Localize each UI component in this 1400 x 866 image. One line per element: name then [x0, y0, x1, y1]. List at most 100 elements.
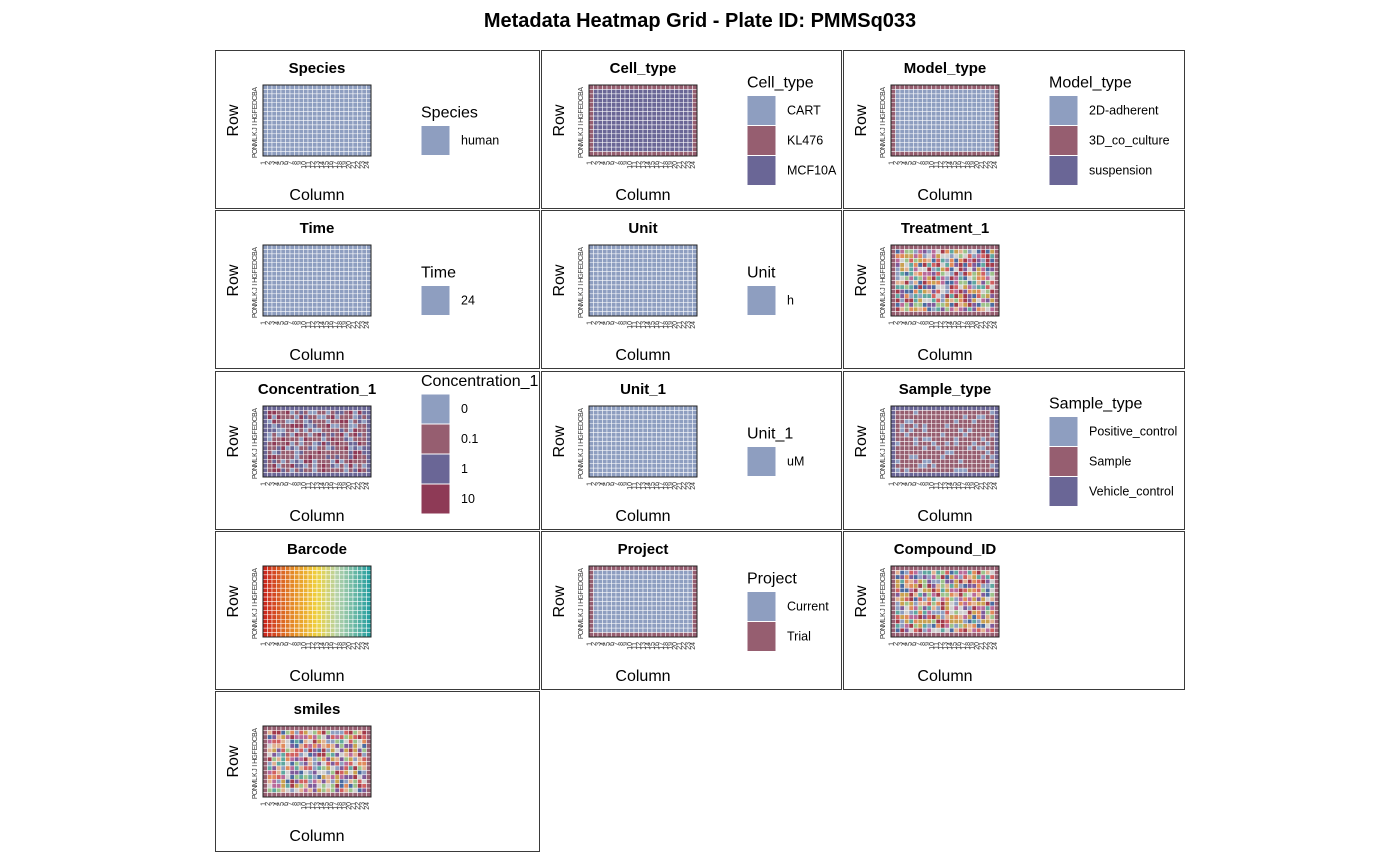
heatmap-frame: [890, 405, 1000, 478]
well-A13: [642, 565, 648, 571]
well-A12: [312, 84, 318, 90]
well-F6: [285, 106, 291, 112]
well-O4: [276, 306, 282, 312]
well-L23: [687, 454, 693, 460]
well-O4: [276, 146, 282, 152]
well-O9: [926, 306, 932, 312]
well-I13: [944, 120, 950, 126]
well-M24: [994, 459, 1000, 464]
well-N14: [949, 463, 955, 469]
well-B8: [620, 570, 626, 576]
well-N16: [330, 142, 336, 148]
well-E20: [348, 102, 354, 108]
well-P5: [280, 632, 286, 638]
column-tick-label: 1: [888, 482, 895, 486]
well-P14: [949, 472, 955, 478]
well-B18: [339, 410, 345, 416]
well-C6: [285, 253, 291, 259]
well-E21: [980, 423, 986, 429]
well-D3: [899, 579, 905, 585]
well-N10: [303, 463, 309, 469]
well-E16: [656, 423, 662, 429]
well-B5: [606, 89, 612, 95]
well-C11: [935, 414, 941, 420]
well-J18: [665, 445, 671, 451]
well-H16: [330, 596, 336, 602]
well-O24: [994, 306, 1000, 312]
row-tick-label: O: [578, 148, 585, 154]
well-A8: [620, 244, 626, 250]
well-G10: [303, 432, 309, 438]
well-O22: [683, 306, 689, 312]
row-tick-label: L: [252, 457, 259, 461]
well-M3: [899, 138, 905, 143]
well-A19: [971, 244, 977, 250]
well-E4: [276, 423, 282, 429]
well-B5: [606, 249, 612, 255]
well-I2: [895, 280, 901, 286]
well-I24: [692, 280, 698, 286]
well-N14: [949, 142, 955, 148]
well-G9: [298, 271, 304, 277]
well-I22: [357, 280, 363, 286]
well-H21: [678, 596, 684, 602]
well-B4: [602, 89, 608, 95]
well-G20: [348, 271, 354, 277]
well-J18: [967, 284, 973, 290]
well-E4: [602, 583, 608, 589]
well-O15: [325, 467, 331, 473]
well-F18: [665, 266, 671, 272]
well-O24: [994, 467, 1000, 473]
well-N12: [312, 623, 318, 629]
well-A21: [678, 84, 684, 90]
well-P21: [678, 151, 684, 157]
well-G5: [606, 592, 612, 598]
well-L17: [334, 454, 340, 460]
well-O22: [357, 306, 363, 312]
well-L7: [289, 614, 295, 620]
well-E14: [321, 262, 327, 268]
well-H16: [958, 436, 964, 442]
well-A12: [638, 405, 644, 411]
well-A1: [890, 405, 896, 411]
well-N19: [669, 463, 675, 469]
well-P2: [593, 311, 599, 317]
well-P24: [994, 151, 1000, 157]
column-tick-label: 12: [310, 321, 317, 329]
well-P19: [669, 311, 675, 317]
well-F17: [334, 266, 340, 272]
well-F22: [683, 106, 689, 112]
well-N12: [638, 623, 644, 629]
column-tick-label: 2: [591, 482, 598, 486]
well-F24: [994, 266, 1000, 272]
well-C1: [588, 253, 594, 259]
well-F19: [669, 587, 675, 593]
well-P17: [962, 151, 968, 157]
well-G17: [334, 111, 340, 117]
well-B21: [678, 249, 684, 255]
heatmap-cells: [588, 244, 698, 317]
well-F12: [638, 427, 644, 433]
well-L4: [602, 614, 608, 620]
well-E1: [262, 583, 268, 589]
well-H21: [352, 436, 358, 442]
well-B3: [271, 89, 277, 95]
well-E9: [926, 423, 932, 429]
well-B22: [683, 89, 689, 95]
column-tick-label: 15: [951, 321, 958, 329]
well-D19: [669, 98, 675, 104]
well-N16: [958, 142, 964, 148]
well-K17: [334, 610, 340, 616]
well-K6: [285, 289, 291, 295]
well-P5: [606, 151, 612, 157]
well-D15: [651, 98, 657, 104]
well-B22: [985, 410, 991, 416]
well-F18: [339, 106, 345, 112]
row-tick-label: D: [578, 581, 585, 586]
well-O21: [678, 627, 684, 633]
well-L18: [967, 293, 973, 299]
well-H8: [294, 115, 300, 121]
well-H3: [899, 275, 905, 281]
well-B8: [922, 570, 928, 576]
well-P9: [926, 472, 932, 478]
